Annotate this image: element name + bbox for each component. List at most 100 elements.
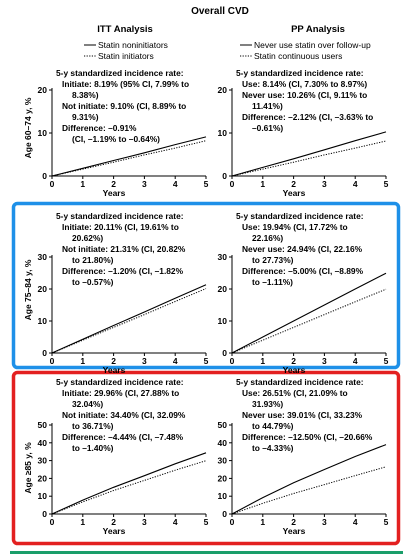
y-tick-label: 30 (218, 456, 228, 466)
annotation-line: Initiate: 20.11% (CI, 19.61% to (62, 222, 179, 232)
x-tick-label: 4 (173, 517, 178, 527)
annotation-line: to –0.57%) (72, 277, 114, 287)
annotation-line: Use: 26.51% (CI, 21.09% to (242, 388, 348, 398)
annotation-line: Not initiate: 9.10% (CI, 8.89% to (62, 101, 186, 111)
x-tick-label: 2 (291, 517, 296, 527)
annotation-line: Use: 8.14% (CI, 7.30% to 8.97%) (242, 79, 367, 89)
annotation-line: Difference: –4.44% (CI, –7.48% (62, 432, 184, 442)
highlight-frame-row-85 (11, 370, 401, 546)
y-tick-label: 50 (38, 420, 48, 430)
chart-panel-4: 5-y standardized incidence rate:Initiate… (38, 377, 209, 536)
y-tick-label: 30 (218, 252, 228, 262)
series-line-dotted (51, 288, 207, 354)
x-tick-label: 4 (173, 179, 178, 189)
annotation-line: –0.61%) (252, 123, 283, 133)
x-tick-label: 4 (353, 179, 358, 189)
x-tick-label: 4 (173, 356, 178, 366)
x-tick-label: 5 (204, 356, 209, 366)
y-tick-label: 10 (218, 128, 228, 138)
annotation-line: 5-y standardized incidence rate: (56, 211, 184, 221)
x-axis-label: Years (103, 365, 126, 375)
annotation-line: Initiate: 29.96% (CI, 27.88% to (62, 388, 179, 398)
x-tick-label: 1 (80, 517, 85, 527)
x-tick-label: 2 (291, 356, 296, 366)
x-tick-label: 1 (80, 356, 85, 366)
x-tick-label: 1 (260, 517, 265, 527)
y-tick-label: 20 (38, 85, 48, 95)
x-tick-label: 0 (50, 517, 55, 527)
annotation-line: 5-y standardized incidence rate: (236, 68, 364, 78)
x-tick-label: 0 (230, 179, 235, 189)
x-tick-label: 5 (384, 356, 389, 366)
x-tick-label: 3 (322, 517, 327, 527)
series-line-solid (231, 272, 387, 354)
annotation-line: 31.93%) (252, 399, 283, 409)
annotation-line: 9.31%) (72, 112, 99, 122)
x-tick-label: 4 (353, 517, 358, 527)
x-axis-label: Years (283, 365, 306, 375)
x-tick-label: 3 (142, 179, 147, 189)
x-tick-label: 5 (204, 517, 209, 527)
y-tick-label: 0 (42, 348, 47, 358)
row-label-text: Age 75–84 y, % (23, 259, 33, 320)
annotation-line: to 27.73%) (252, 255, 294, 265)
y-tick-label: 40 (38, 438, 48, 448)
annotation-line: Use: 19.94% (CI, 17.72% to (242, 222, 348, 232)
highlight-frame-row-75-84 (11, 201, 401, 370)
annotation-line: Not initiate: 34.40% (CI, 32.09% (62, 410, 186, 420)
y-tick-label: 20 (38, 473, 48, 483)
y-tick-label: 40 (218, 438, 228, 448)
legend-pp: Never use statin over follow-up Statin c… (240, 40, 371, 61)
series-line-dotted (231, 288, 387, 354)
y-tick-label: 20 (218, 85, 228, 95)
annotation-line: 5-y standardized incidence rate: (56, 377, 184, 387)
annotation-line: Difference: –0.91% (62, 123, 137, 133)
x-axis-label: Years (283, 188, 306, 198)
annotation-line: 5-y standardized incidence rate: (56, 68, 184, 78)
x-tick-label: 1 (80, 179, 85, 189)
annotation-line: (CI, –1.19% to –0.64%) (72, 134, 160, 144)
chart-panel-0: 5-y standardized incidence rate:Initiate… (38, 68, 209, 198)
annotation-line: Difference: –5.00% (CI, –8.89% (242, 266, 364, 276)
y-tick-label: 0 (42, 171, 47, 181)
chart-panel-1: 5-y standardized incidence rate:Use: 8.1… (218, 68, 389, 198)
annotation-line: 5-y standardized incidence rate: (236, 211, 364, 221)
y-tick-label: 10 (38, 491, 48, 501)
y-tick-label: 0 (222, 171, 227, 181)
annotation-line: 22.16%) (252, 233, 283, 243)
x-tick-label: 5 (384, 517, 389, 527)
series-line-dotted (231, 140, 387, 177)
y-tick-label: 20 (218, 473, 228, 483)
x-tick-label: 2 (111, 517, 116, 527)
annotation-line: to –1.40%) (72, 443, 114, 453)
legend-label: Statin initiators (98, 51, 154, 61)
x-tick-label: 3 (322, 356, 327, 366)
x-axis-label: Years (103, 526, 126, 536)
annotation-line: 20.62%) (72, 233, 103, 243)
x-tick-label: 0 (230, 356, 235, 366)
series-line-solid (231, 131, 387, 177)
annotation-line: to –1.11%) (252, 277, 293, 287)
series-line-solid (51, 452, 207, 515)
row-label-text: Age 60–74 y, % (23, 97, 33, 158)
row-label-0: Age 60–74 y, % (23, 97, 33, 158)
x-tick-label: 5 (204, 179, 209, 189)
y-tick-label: 10 (38, 128, 48, 138)
series-line-dotted (231, 466, 387, 515)
annotation-line: Never use: 39.01% (CI, 33.23% (242, 410, 363, 420)
chart-panels: 5-y standardized incidence rate:Initiate… (38, 68, 389, 536)
annotation-line: Difference: –2.12% (CI, –3.63% to (242, 112, 373, 122)
legend-itt: Statin noninitiators Statin initiators (84, 40, 168, 61)
chart-panel-2: 5-y standardized incidence rate:Initiate… (38, 211, 209, 375)
x-tick-label: 4 (353, 356, 358, 366)
y-tick-label: 10 (38, 316, 48, 326)
series-line-solid (231, 444, 387, 515)
y-tick-label: 30 (38, 252, 48, 262)
x-tick-label: 2 (111, 356, 116, 366)
x-tick-label: 0 (50, 356, 55, 366)
annotation-line: 11.41%) (252, 101, 283, 111)
row-label-text: Age ≥85 y, % (23, 442, 33, 494)
annotation-line: Initiate: 8.19% (95% CI, 7.99% to (62, 79, 189, 89)
annotation-line: Difference: –1.20% (CI, –1.82% (62, 266, 184, 276)
